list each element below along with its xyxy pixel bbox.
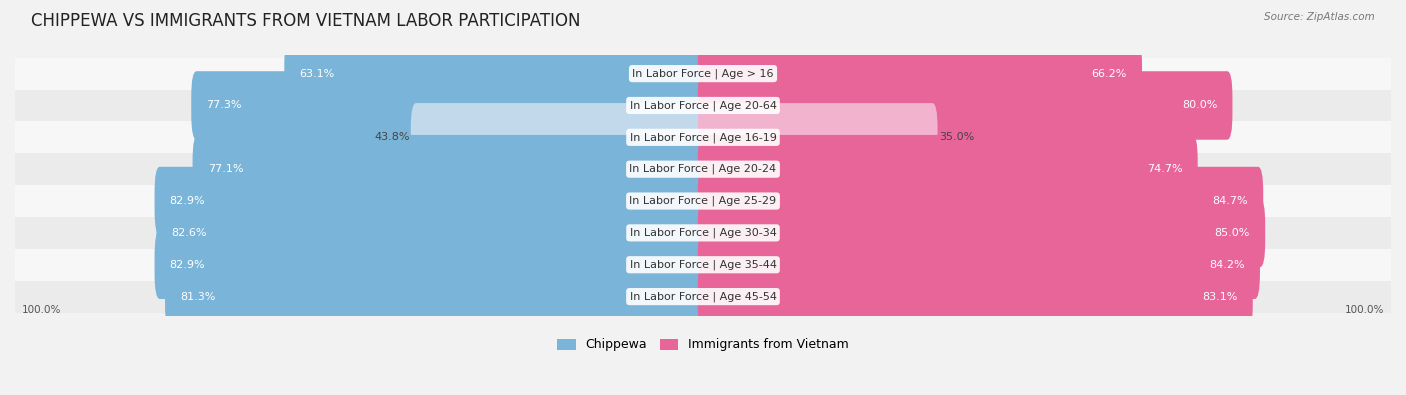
Text: Source: ZipAtlas.com: Source: ZipAtlas.com bbox=[1264, 12, 1375, 22]
Text: 77.3%: 77.3% bbox=[207, 100, 242, 111]
FancyBboxPatch shape bbox=[697, 167, 1263, 235]
Text: In Labor Force | Age 30-34: In Labor Force | Age 30-34 bbox=[630, 228, 776, 238]
Text: CHIPPEWA VS IMMIGRANTS FROM VIETNAM LABOR PARTICIPATION: CHIPPEWA VS IMMIGRANTS FROM VIETNAM LABO… bbox=[31, 12, 581, 30]
FancyBboxPatch shape bbox=[697, 262, 1253, 331]
Text: 66.2%: 66.2% bbox=[1091, 69, 1128, 79]
FancyBboxPatch shape bbox=[156, 199, 709, 267]
FancyBboxPatch shape bbox=[191, 71, 709, 140]
Bar bbox=[15, 58, 1391, 90]
Legend: Chippewa, Immigrants from Vietnam: Chippewa, Immigrants from Vietnam bbox=[551, 333, 855, 356]
Text: 85.0%: 85.0% bbox=[1215, 228, 1250, 238]
Bar bbox=[15, 185, 1391, 217]
FancyBboxPatch shape bbox=[155, 167, 709, 235]
FancyBboxPatch shape bbox=[697, 71, 1233, 140]
Text: In Labor Force | Age 25-29: In Labor Force | Age 25-29 bbox=[630, 196, 776, 206]
Bar bbox=[15, 281, 1391, 312]
Text: In Labor Force | Age > 16: In Labor Force | Age > 16 bbox=[633, 68, 773, 79]
Text: 63.1%: 63.1% bbox=[299, 69, 335, 79]
FancyBboxPatch shape bbox=[155, 231, 709, 299]
FancyBboxPatch shape bbox=[165, 262, 709, 331]
Text: 35.0%: 35.0% bbox=[939, 132, 974, 142]
FancyBboxPatch shape bbox=[697, 135, 1198, 203]
FancyBboxPatch shape bbox=[697, 231, 1260, 299]
FancyBboxPatch shape bbox=[697, 40, 1142, 108]
Text: 82.6%: 82.6% bbox=[172, 228, 207, 238]
Bar bbox=[15, 249, 1391, 281]
Text: 43.8%: 43.8% bbox=[374, 132, 409, 142]
Text: 83.1%: 83.1% bbox=[1202, 292, 1237, 302]
FancyBboxPatch shape bbox=[284, 40, 709, 108]
Bar bbox=[15, 90, 1391, 121]
Text: 80.0%: 80.0% bbox=[1182, 100, 1218, 111]
Text: 84.2%: 84.2% bbox=[1209, 260, 1244, 270]
FancyBboxPatch shape bbox=[697, 199, 1265, 267]
Text: In Labor Force | Age 16-19: In Labor Force | Age 16-19 bbox=[630, 132, 776, 143]
Bar bbox=[15, 153, 1391, 185]
Bar bbox=[15, 217, 1391, 249]
FancyBboxPatch shape bbox=[411, 103, 709, 171]
Text: In Labor Force | Age 45-54: In Labor Force | Age 45-54 bbox=[630, 292, 776, 302]
Text: In Labor Force | Age 35-44: In Labor Force | Age 35-44 bbox=[630, 260, 776, 270]
Text: 100.0%: 100.0% bbox=[1346, 305, 1385, 315]
Text: In Labor Force | Age 20-24: In Labor Force | Age 20-24 bbox=[630, 164, 776, 175]
FancyBboxPatch shape bbox=[193, 135, 709, 203]
Text: 81.3%: 81.3% bbox=[180, 292, 215, 302]
Text: In Labor Force | Age 20-64: In Labor Force | Age 20-64 bbox=[630, 100, 776, 111]
Text: 84.7%: 84.7% bbox=[1212, 196, 1249, 206]
FancyBboxPatch shape bbox=[697, 103, 938, 171]
Text: 100.0%: 100.0% bbox=[21, 305, 60, 315]
Text: 74.7%: 74.7% bbox=[1147, 164, 1182, 174]
Text: 82.9%: 82.9% bbox=[170, 260, 205, 270]
Text: 82.9%: 82.9% bbox=[170, 196, 205, 206]
Bar bbox=[15, 121, 1391, 153]
Text: 77.1%: 77.1% bbox=[208, 164, 243, 174]
